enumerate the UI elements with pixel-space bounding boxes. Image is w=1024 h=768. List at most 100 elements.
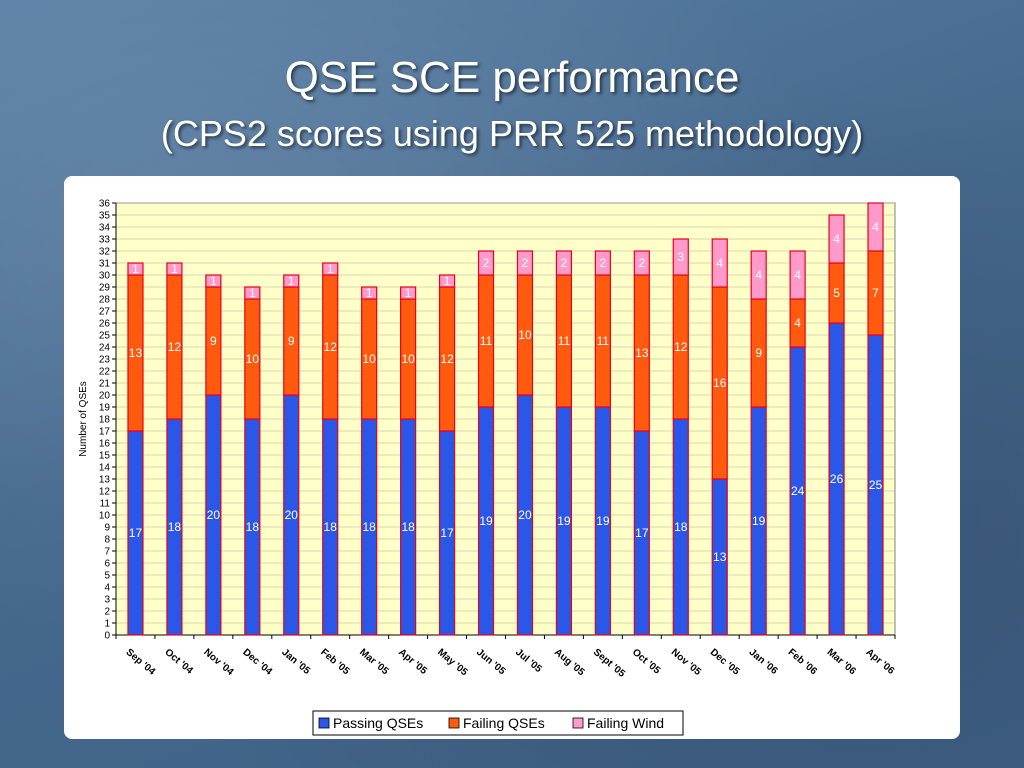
data-label: 18 (246, 520, 260, 534)
data-label: 9 (210, 334, 217, 348)
y-tick-label: 9 (104, 523, 110, 534)
y-tick-label: 5 (104, 571, 110, 582)
x-tick-label: Aug '05 (552, 647, 587, 679)
x-tick-label: Apr '06 (864, 647, 897, 677)
y-tick-label: 32 (99, 247, 111, 258)
data-label: 20 (518, 508, 532, 522)
legend-box (312, 710, 684, 736)
data-label: 5 (833, 286, 840, 300)
data-label: 1 (405, 286, 412, 300)
bar-failing-wind (127, 262, 144, 276)
bar-failing-wind (205, 274, 222, 288)
y-tick-label: 14 (99, 463, 111, 474)
data-label: 4 (716, 256, 723, 270)
x-tick-label: Feb '05 (318, 647, 351, 678)
data-label: 18 (324, 520, 338, 534)
data-label: 1 (327, 262, 334, 276)
x-tick-label: Nov '05 (669, 647, 703, 678)
y-tick-label: 2 (104, 607, 110, 618)
x-tick-label: Nov '04 (201, 647, 235, 678)
legend-swatch-passing-qses (318, 717, 330, 729)
y-tick-label: 34 (99, 223, 111, 234)
y-tick-label: 25 (99, 331, 111, 342)
bar-failing-wind (555, 250, 573, 276)
bar-failing-wind (828, 214, 845, 264)
y-tick-label: 33 (99, 235, 111, 246)
data-label: 1 (444, 274, 451, 288)
bar-failing-wind (361, 286, 378, 300)
y-tick-label: 31 (99, 259, 111, 270)
data-label: 17 (440, 526, 454, 540)
x-tick-label: Jan '05 (279, 647, 312, 677)
bar-failing-wind (594, 250, 611, 276)
data-label: 19 (557, 514, 571, 528)
data-label: 1 (249, 286, 256, 300)
data-label: 26 (830, 472, 844, 486)
bar-failing-wind (477, 250, 495, 276)
bar-failing-wind (322, 262, 339, 276)
data-label: 2 (483, 256, 490, 270)
legend-label: Failing Wind (587, 715, 664, 731)
bar-failing-wind (750, 250, 767, 300)
x-tick-label: Sep '04 (124, 647, 158, 678)
stacked-bar-chart: 0123456789101112131415161718192021222324… (78, 199, 897, 736)
data-label: 2 (522, 256, 529, 270)
chart-panel: 0 1 2 3 4 5 6 7 8 9 10 11 12 13 14 15 16 17 18 19 20 21 22 23 24… (64, 176, 960, 739)
x-tick-label: Dec '04 (240, 647, 274, 678)
y-tick-label: 12 (99, 487, 111, 498)
data-label: 19 (596, 514, 610, 528)
y-tick-label: 11 (100, 499, 111, 510)
data-label: 11 (480, 334, 493, 348)
data-label: 1 (288, 274, 295, 288)
data-label: 1 (210, 274, 217, 288)
legend-label: Passing QSEs (333, 715, 423, 731)
data-label: 20 (207, 508, 221, 522)
y-tick-label: 26 (99, 319, 111, 330)
y-tick-label: 18 (99, 415, 111, 426)
data-label: 10 (246, 352, 260, 366)
x-tick-label: Oct '05 (630, 647, 663, 677)
data-label: 12 (324, 340, 338, 354)
legend-swatch-failing-wind (572, 717, 584, 729)
data-label: 1 (132, 262, 139, 276)
y-tick-label: 27 (99, 307, 111, 318)
bar-failing-wind (672, 238, 689, 276)
bar-failing-wind (789, 250, 806, 300)
y-tick-label: 15 (99, 451, 111, 462)
x-tick-label: Dec '05 (708, 647, 742, 678)
legend-label: Failing QSEs (463, 715, 545, 731)
data-label: 2 (561, 256, 568, 270)
data-label: 10 (518, 328, 532, 342)
data-label: 17 (129, 526, 143, 540)
y-tick-label: 24 (99, 343, 111, 354)
y-tick-label: 22 (99, 367, 111, 378)
data-label: 7 (872, 286, 879, 300)
y-tick-label: 35 (99, 211, 111, 222)
data-label: 20 (285, 508, 299, 522)
y-tick-label: 6 (104, 559, 110, 570)
data-label: 18 (362, 520, 376, 534)
data-label: 12 (440, 352, 454, 366)
bar-failing-wind (711, 238, 728, 288)
data-label: 18 (168, 520, 182, 534)
data-label: 13 (635, 346, 649, 360)
data-label: 13 (129, 346, 143, 360)
x-tick-label: Jun '05 (474, 647, 507, 678)
data-label: 19 (752, 514, 766, 528)
y-tick-label: 1 (104, 619, 110, 630)
data-label: 2 (638, 256, 645, 270)
y-tick-label: 29 (99, 283, 111, 294)
bar-failing-wind (244, 286, 261, 300)
y-tick-label: 19 (99, 403, 111, 414)
y-tick-label: 3 (104, 595, 110, 606)
data-label: 4 (794, 316, 801, 330)
bar-failing-wind (283, 274, 300, 288)
data-label: 10 (401, 352, 415, 366)
y-tick-label: 28 (99, 295, 111, 306)
y-tick-label: 16 (99, 439, 111, 450)
bar-failing-wind (516, 250, 534, 276)
y-tick-label: 21 (99, 379, 111, 390)
data-label: 1 (171, 262, 178, 276)
bar-failing-wind (633, 250, 650, 276)
x-tick-label: Feb '06 (786, 647, 819, 678)
